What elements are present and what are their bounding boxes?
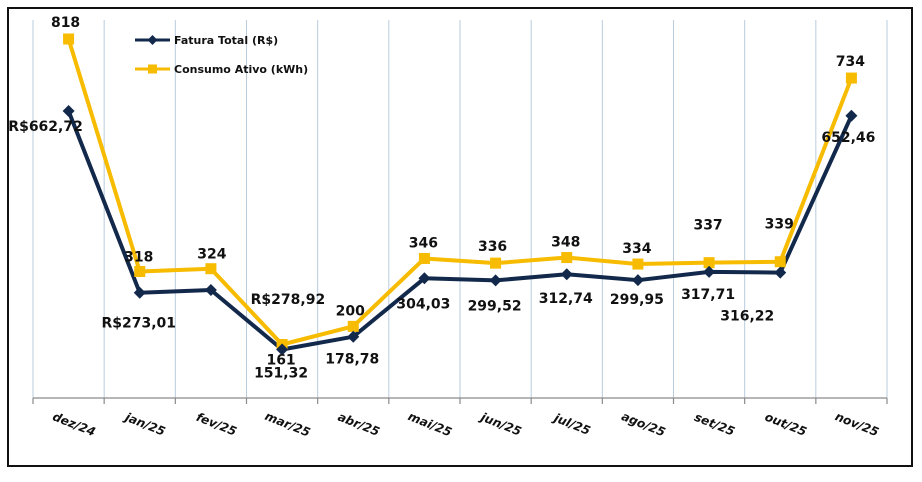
fatura-data-label-fev-25: R$278,92	[251, 292, 326, 308]
consumo-data-label-nov-25: 734	[836, 54, 865, 70]
x-tick-label-mai-25: mai/25	[406, 409, 454, 439]
legend-label-fatura: Fatura Total (R$)	[174, 34, 278, 47]
x-tick-label-nov-25: nov/25	[833, 409, 881, 439]
legend-marker-consumo	[148, 64, 157, 74]
series-line-fatura-total	[66, 110, 854, 352]
fatura-data-label-ago-25: 299,95	[610, 292, 664, 308]
x-tick-label-fev-25: fev/25	[194, 410, 238, 439]
fatura-point-jan-25	[133, 286, 146, 299]
fatura-point-jul-25	[560, 268, 573, 281]
fatura-point-mai-25	[418, 272, 431, 285]
consumo-data-label-fev-25: 324	[197, 247, 226, 263]
x-tick-label-out-25: out/25	[763, 410, 809, 439]
x-tick-label-jun-25: jun/25	[477, 409, 523, 439]
consumo-point-jul-25	[561, 252, 573, 264]
x-tick-label-jul-25: jul/25	[550, 410, 592, 438]
consumo-data-label-dez-24: 818	[51, 15, 80, 31]
consumo-point-nov-25	[845, 72, 857, 84]
fatura-point-out-25	[774, 266, 787, 279]
x-tick-label-ago-25: ago/25	[619, 409, 667, 439]
fatura-point-fev-25	[204, 283, 217, 296]
fatura-data-label-mai-25: 304,03	[396, 296, 450, 312]
fatura-data-label-jan-25: R$273,01	[101, 316, 176, 332]
consumo-point-out-25	[774, 256, 786, 268]
series-line-consumo-ativo	[66, 38, 854, 347]
legend-marker-fatura	[147, 35, 158, 45]
fatura-data-label-nov-25: 652,46	[821, 130, 875, 146]
fatura-point-jun-25	[489, 274, 502, 287]
consumo-point-jan-25	[134, 265, 146, 277]
x-tick-label-set-25: set/25	[692, 410, 736, 439]
consumo-point-fev-25	[205, 263, 217, 275]
consumo-data-label-mai-25: 346	[409, 235, 438, 251]
consumo-point-jun-25	[490, 257, 502, 269]
fatura-data-label-jun-25: 299,52	[468, 298, 522, 314]
fatura-point-nov-25	[845, 109, 858, 122]
x-tick-label-mar-25: mar/25	[263, 409, 312, 440]
fatura-data-label-out-25: 316,22	[720, 309, 774, 325]
x-tick-label-abr-25: abr/25	[336, 410, 382, 439]
consumo-data-label-ago-25: 334	[622, 241, 651, 257]
fatura-data-label-jul-25: 312,74	[539, 291, 593, 307]
fatura-point-abr-25	[347, 330, 360, 343]
consumo-point-dez-24	[63, 33, 75, 45]
consumo-data-label-set-25: 337	[693, 218, 722, 234]
consumo-data-label-jun-25: 336	[478, 239, 507, 255]
consumo-point-mai-25	[418, 252, 430, 264]
consumo-data-label-jan-25: 318	[124, 249, 153, 265]
consumo-data-label-jul-25: 348	[551, 235, 580, 251]
consumo-point-ago-25	[632, 258, 644, 270]
consumo-data-label-mar-25: 161	[266, 353, 295, 369]
fatura-point-set-25	[703, 265, 716, 278]
legend-label-consumo: Consumo Ativo (kWh)	[174, 63, 308, 76]
x-tick-label-dez-24: dez/24	[51, 409, 98, 439]
consumo-data-label-out-25: 339	[765, 217, 794, 233]
consumo-point-abr-25	[347, 320, 359, 332]
fatura-point-mar-25	[276, 343, 289, 356]
fatura-point-dez-24	[62, 105, 75, 117]
fatura-data-label-dez-24: R$662,72	[8, 119, 83, 135]
fatura-data-label-abr-25: 178,78	[325, 352, 379, 368]
fatura-data-label-mar-25: 151,32	[254, 366, 308, 382]
consumo-point-set-25	[703, 257, 715, 269]
x-tick-label-jan-25: jan/25	[121, 409, 167, 438]
consumo-data-label-abr-25: 200	[336, 303, 365, 319]
fatura-data-label-set-25: 317,71	[681, 287, 735, 303]
fatura-point-ago-25	[631, 274, 644, 287]
